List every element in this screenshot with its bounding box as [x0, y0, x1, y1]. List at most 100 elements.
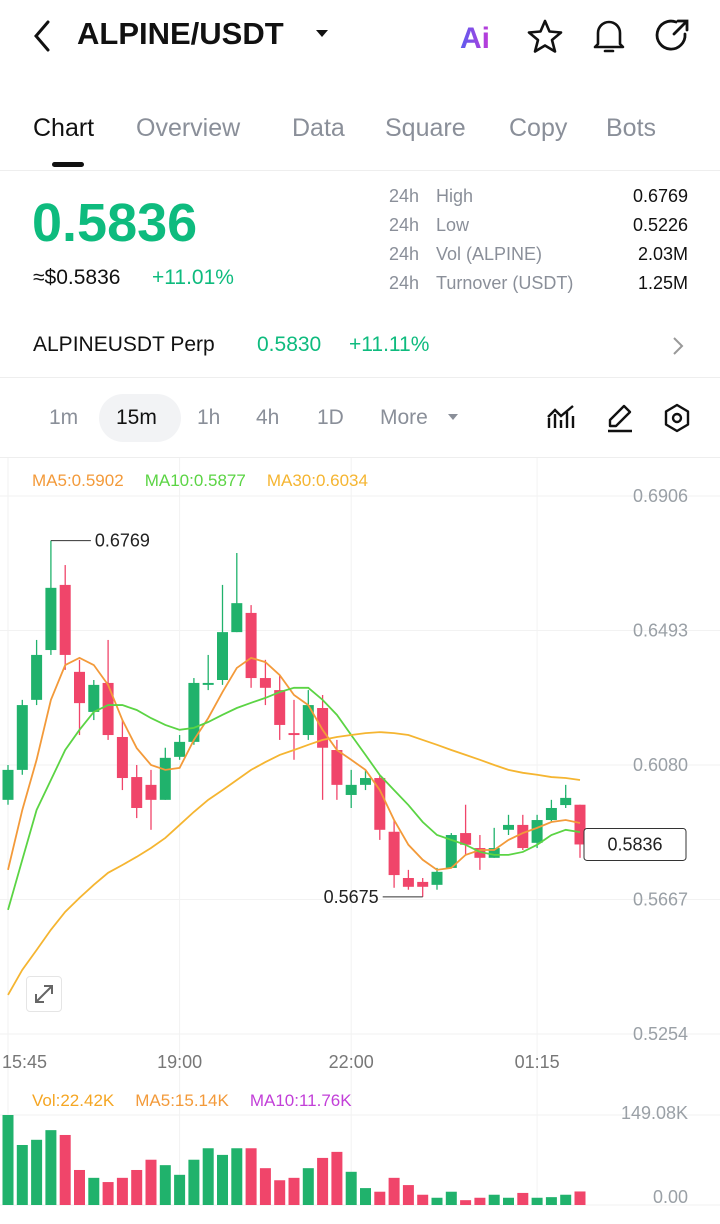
ma-line [7, 731, 581, 996]
timeframe[interactable]: 15m [116, 406, 157, 429]
y-tick-label: 0.6906 [633, 486, 688, 506]
back-icon[interactable] [30, 18, 56, 54]
tab[interactable]: Data [292, 114, 345, 142]
timeframe[interactable]: 1h [197, 406, 221, 429]
volume-bar [560, 1194, 572, 1205]
volume-bar [159, 1165, 171, 1205]
tab[interactable]: Chart [33, 114, 95, 142]
volume-bar [417, 1194, 429, 1205]
volume-bar [45, 1130, 57, 1205]
stat-period: 24h [389, 186, 420, 206]
divider [0, 377, 720, 378]
stat-period: 24h [389, 273, 420, 293]
timeframe[interactable]: 4h [256, 406, 280, 429]
more-caret[interactable] [446, 411, 460, 423]
candle-body [202, 682, 214, 685]
share-icon[interactable] [652, 16, 692, 56]
volume-bar [302, 1168, 314, 1205]
candle-body [431, 871, 443, 885]
ma-legend: MA5:0.5902 [32, 471, 124, 490]
x-tick-label: 01:15 [515, 1052, 560, 1072]
volume-legend: MA10:11.76K [250, 1091, 352, 1110]
chart: 0.6906 0.6493 0.6080 0.5667 0.5254 15:45 19:00… [0, 458, 720, 1207]
volume-bar [288, 1177, 300, 1205]
y-tick-label: 0.6080 [633, 755, 688, 775]
volume-bar [388, 1177, 400, 1205]
last-price-box [583, 827, 687, 861]
perp-name[interactable]: ALPINEUSDT Perp [33, 333, 215, 356]
volume-bar [74, 1169, 85, 1205]
timeframe[interactable]: 1D [317, 406, 344, 429]
volume-bar [517, 1192, 529, 1205]
divider [0, 170, 720, 171]
perp-price: 0.5830 [257, 333, 322, 356]
candle-body [302, 705, 314, 736]
volume-bar [231, 1148, 243, 1205]
volume-bar [374, 1191, 386, 1205]
y-tick-label: 0.5254 [633, 1024, 688, 1044]
candle-body [417, 881, 429, 887]
stat-period: 24h [389, 215, 420, 235]
tab[interactable]: Square [385, 114, 466, 142]
pair-title[interactable]: ALPINE/USDT [77, 16, 284, 51]
candle-body [360, 778, 371, 785]
volume-bar [88, 1177, 100, 1205]
candle-body [331, 750, 343, 785]
candle-body [31, 654, 43, 700]
bell-icon[interactable] [590, 16, 628, 56]
candle-body [59, 584, 71, 655]
candle-body [274, 690, 286, 725]
candle-body [531, 820, 543, 843]
y-tick-label: 149.08K [621, 1103, 688, 1123]
ai-icon[interactable]: Ai [456, 14, 500, 58]
timeframe[interactable]: 1m [49, 406, 79, 429]
candle-body [317, 708, 329, 748]
volume-bar [274, 1180, 286, 1205]
star-icon[interactable] [526, 18, 564, 56]
candle-body [217, 632, 228, 681]
tab[interactable]: Bots [606, 114, 657, 142]
dropdown-icon[interactable] [314, 28, 330, 40]
volume-bar [174, 1174, 186, 1205]
usd-price: ≈$0.5836 [33, 266, 121, 289]
volume-bar [474, 1197, 486, 1205]
stat-label: Turnover (USDT) [436, 273, 574, 293]
candle-body [145, 784, 157, 800]
ma-line [7, 686, 581, 911]
volume-bar [345, 1171, 357, 1205]
stat-label: High [436, 186, 474, 206]
volume-bar [488, 1194, 500, 1205]
stat-label: Vol (ALPINE) [436, 244, 543, 264]
volume-bar [116, 1177, 128, 1205]
candle-body [116, 736, 128, 779]
draw-icon[interactable] [604, 402, 636, 434]
low-label: 0.5675 [324, 887, 379, 907]
candle-body [474, 848, 486, 858]
settings-icon[interactable] [661, 402, 693, 434]
candle-body [488, 848, 500, 858]
volume-bar [217, 1154, 228, 1205]
ai-label: Ai [460, 22, 490, 55]
tab[interactable]: Copy [509, 114, 568, 142]
volume-bar [445, 1191, 457, 1205]
indicator-icon[interactable] [545, 402, 577, 434]
last-price-label: 0.5836 [607, 834, 662, 854]
timeframe-selected-bg [99, 394, 181, 442]
candle-body [545, 807, 557, 821]
timeframe[interactable]: More [380, 406, 428, 429]
candle-body [574, 804, 586, 845]
candle-body [245, 612, 257, 679]
volume-bar [360, 1188, 371, 1205]
candle-body [16, 705, 28, 770]
candle-body [131, 777, 143, 808]
volume-bar [2, 1115, 14, 1205]
volume-bar [59, 1134, 71, 1205]
tab[interactable]: Overview [136, 114, 241, 142]
chevron-icon[interactable] [670, 335, 686, 357]
volume-bar [202, 1148, 214, 1205]
volume-bar [317, 1157, 329, 1205]
volume-bar [131, 1169, 143, 1205]
expand-button[interactable] [26, 976, 62, 1012]
stat-value: 2.03M [637, 244, 688, 264]
